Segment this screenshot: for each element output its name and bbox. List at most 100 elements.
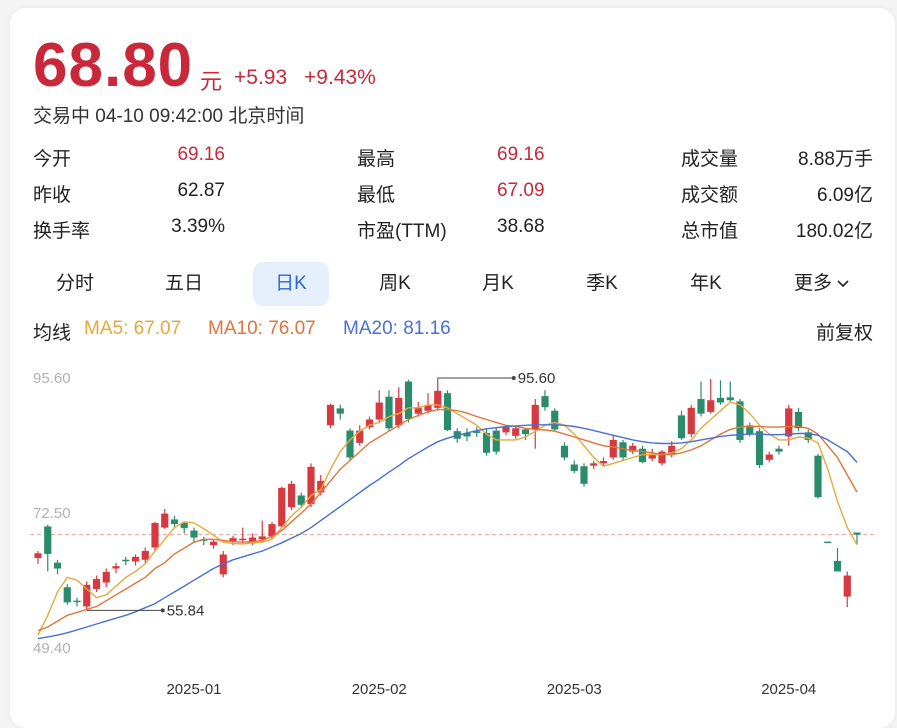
candle-body — [609, 439, 617, 458]
ma-line — [37, 424, 858, 640]
candle-body — [434, 390, 442, 408]
ma-label: 均线 — [33, 323, 72, 344]
candle-body — [473, 431, 481, 433]
candle-body — [375, 402, 383, 420]
stat-value: 67.09 — [497, 180, 545, 201]
candle-body — [336, 408, 344, 414]
quote-card — [10, 8, 895, 728]
stat-label: 最高 — [357, 149, 396, 170]
stat-value: 62.87 — [177, 180, 225, 201]
annotation-label: 95.60 — [518, 370, 556, 387]
x-tick-label: 2025-03 — [547, 681, 602, 698]
candle-body — [161, 513, 169, 528]
candle-body — [794, 411, 803, 429]
candle-body — [239, 538, 247, 541]
candle-body — [122, 559, 130, 562]
trading-status: 交易中 04-10 09:42:00 北京时间 — [33, 106, 305, 127]
candle-body — [833, 560, 842, 572]
period-tab[interactable]: 日K — [253, 262, 329, 306]
candle-body — [326, 404, 335, 426]
candle-body — [590, 463, 598, 466]
candle-body — [580, 466, 588, 484]
period-tab[interactable]: 更多 — [793, 273, 832, 294]
candle-body — [229, 538, 237, 542]
candle-body — [765, 454, 773, 460]
candle-body — [560, 445, 569, 458]
ma-line — [37, 408, 858, 632]
candle-body — [190, 530, 198, 538]
candle-body — [736, 401, 744, 440]
x-tick-label: 2025-02 — [352, 681, 407, 698]
candle-body — [307, 466, 315, 505]
candle-body — [785, 408, 793, 437]
candle-body — [521, 429, 530, 435]
candle-body — [356, 430, 364, 443]
candle-body — [502, 427, 510, 433]
candle-body — [414, 407, 422, 414]
period-tab[interactable]: 月K — [482, 273, 514, 294]
stat-value: 69.16 — [177, 144, 225, 165]
candle-body — [346, 430, 354, 458]
candle-body — [112, 566, 120, 569]
stat-value: 180.02亿 — [795, 221, 873, 242]
y-tick-label: 49.40 — [33, 640, 71, 657]
stat-value: 38.68 — [497, 216, 545, 237]
stat-label: 今开 — [33, 149, 72, 170]
candle-body — [531, 404, 539, 430]
stat-label: 昨收 — [33, 185, 72, 206]
candle-body — [102, 572, 110, 583]
candle-body — [755, 431, 764, 466]
candle-body — [726, 397, 734, 401]
period-tab[interactable]: 年K — [690, 273, 722, 294]
candle-body — [619, 442, 627, 458]
stat-label: 市盈(TTM) — [357, 221, 447, 242]
candle-body — [395, 397, 403, 426]
stat-label: 最低 — [357, 185, 396, 206]
kline-chart: 95.60 72.50 49.40 2025-01 2025-02 2025-03 2025… — [30, 370, 875, 698]
candle-body — [151, 522, 159, 548]
candle-body — [83, 584, 91, 607]
candle-body — [570, 464, 578, 471]
candle-body — [44, 526, 52, 554]
ma-line — [37, 401, 858, 636]
candle-body — [73, 600, 81, 603]
candle-body — [463, 432, 471, 437]
period-tab[interactable]: 季K — [586, 273, 618, 294]
stat-label: 换手率 — [33, 221, 91, 242]
candle-body — [492, 430, 500, 452]
x-tick-label: 2025-04 — [761, 681, 816, 698]
candle-body — [404, 381, 413, 419]
x-tick-label: 2025-01 — [166, 681, 221, 698]
period-tab[interactable]: 周K — [379, 273, 411, 294]
candle-body — [385, 396, 393, 429]
candle-body — [141, 550, 149, 560]
candle-body — [512, 428, 520, 436]
period-tab[interactable]: 五日 — [164, 273, 203, 294]
candle-body — [209, 541, 218, 546]
candle-body — [170, 519, 179, 525]
stat-value: 69.16 — [497, 144, 545, 165]
stat-value: 8.88万手 — [798, 149, 873, 170]
legend-entry: MA10: 76.07 — [208, 318, 316, 339]
adjust-mode[interactable]: 前复权 — [815, 323, 873, 344]
period-tab[interactable]: 分时 — [55, 273, 94, 294]
y-tick-label: 95.60 — [33, 370, 71, 387]
candle-body — [541, 396, 549, 408]
candle-body — [716, 397, 725, 403]
candle-body — [775, 448, 783, 452]
candle-body — [482, 432, 491, 453]
candle-body — [746, 425, 754, 435]
stat-value: 3.39% — [171, 216, 225, 237]
candle-body — [92, 579, 101, 589]
candle-body — [668, 445, 676, 455]
price-change-pct: +9.43% — [304, 66, 376, 89]
candle-body — [34, 553, 42, 558]
more-chevron[interactable] — [836, 278, 850, 290]
stat-label: 成交额 — [681, 185, 739, 206]
stat-label: 总市值 — [681, 221, 739, 242]
annotation-label: 55.84 — [167, 602, 205, 619]
candle-body — [287, 483, 296, 508]
candle-body — [248, 537, 257, 544]
price-unit: 元 — [200, 69, 223, 94]
y-tick-label: 72.50 — [33, 505, 71, 522]
